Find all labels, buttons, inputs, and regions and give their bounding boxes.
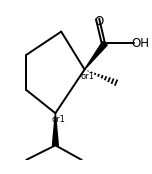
Text: or1: or1	[51, 115, 65, 124]
Polygon shape	[52, 113, 58, 145]
Polygon shape	[85, 41, 107, 69]
Text: OH: OH	[131, 37, 149, 50]
Text: or1: or1	[80, 72, 94, 81]
Text: O: O	[95, 15, 104, 28]
